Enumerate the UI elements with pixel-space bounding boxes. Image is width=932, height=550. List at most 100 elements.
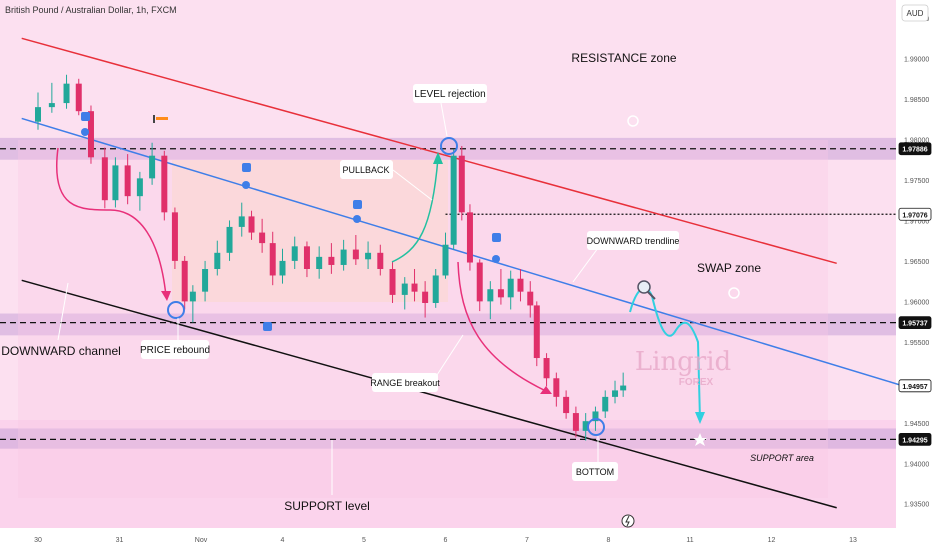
- x-tick-label: 4: [281, 537, 285, 544]
- candle: [442, 232, 449, 279]
- currency-label: AUD: [907, 9, 924, 18]
- candle-body: [517, 278, 524, 292]
- candle-body: [101, 157, 108, 201]
- candle: [517, 269, 524, 302]
- trendline-touch-2: [242, 181, 250, 189]
- candle: [340, 239, 347, 271]
- y-tick-label: 1.97000: [904, 218, 929, 225]
- candle: [161, 150, 168, 221]
- candle: [389, 260, 396, 303]
- arrow-to-bottom: [457, 261, 549, 393]
- downward-trendline-label: DOWNWARD trendline: [587, 236, 680, 246]
- resistance-zone-label: RESISTANCE zone: [571, 51, 676, 65]
- candle: [48, 82, 55, 113]
- candle-body: [48, 103, 55, 108]
- candle-body: [303, 246, 310, 269]
- candle: [136, 171, 143, 211]
- bottom-label-bg: [572, 462, 618, 481]
- candle-body: [602, 396, 609, 412]
- candle: [527, 281, 534, 318]
- x-tick-label: 11: [686, 537, 693, 544]
- candle-body: [63, 83, 70, 104]
- candle: [602, 390, 609, 418]
- time-axis[interactable]: [0, 528, 896, 550]
- candle-body: [620, 385, 627, 391]
- candle: [572, 406, 579, 438]
- candle-body: [365, 252, 372, 260]
- star-icon: [693, 433, 707, 446]
- pullback-label: PULLBACK: [342, 165, 389, 175]
- candle: [101, 147, 108, 209]
- pullback-label-bg: [340, 160, 393, 179]
- range-breakout-label: RANGE breakout: [370, 378, 440, 388]
- candle: [352, 235, 359, 265]
- candle: [269, 231, 276, 286]
- candle-body: [136, 178, 143, 197]
- candle-body: [487, 289, 494, 302]
- horizontal-zone: [0, 137, 896, 160]
- candle: [63, 74, 70, 109]
- candle: [476, 259, 483, 312]
- chart-title: British Pound / Australian Dollar, 1h, F…: [5, 5, 177, 15]
- x-tick-label: Nov: [195, 537, 208, 544]
- y-tick-label: 1.96000: [904, 299, 929, 306]
- lightning-icon[interactable]: [621, 514, 635, 528]
- candle-body: [442, 244, 449, 276]
- candle-body: [432, 275, 439, 303]
- projection-arrowhead: [695, 412, 705, 424]
- candle: [450, 149, 457, 250]
- candle-body: [226, 226, 233, 253]
- candle-body: [259, 232, 266, 244]
- down-marker-icon: [492, 233, 501, 242]
- candle: [377, 244, 384, 276]
- candle-body: [572, 413, 579, 431]
- y-tick-label: 1.96500: [904, 259, 929, 266]
- candle-body: [248, 216, 255, 233]
- candle: [171, 207, 178, 269]
- candle: [487, 281, 494, 320]
- bottom-circle: [587, 418, 605, 436]
- candle: [259, 218, 266, 253]
- candle-body: [497, 289, 504, 298]
- candle-body: [553, 378, 560, 397]
- candle: [226, 220, 233, 261]
- support-level-label: SUPPORT level: [284, 499, 370, 513]
- up-marker-icon: [263, 322, 272, 331]
- candle-body: [612, 390, 619, 397]
- y-tick-label: 1.97500: [904, 178, 929, 185]
- pointer-range: [436, 334, 464, 376]
- pullback-arrow-head: [433, 152, 443, 164]
- candle-body: [466, 212, 473, 263]
- candle: [87, 105, 94, 164]
- candle: [563, 390, 570, 419]
- candle-body: [527, 291, 534, 306]
- price-rebound-label: PRICE rebound: [140, 345, 210, 356]
- candle: [365, 241, 372, 269]
- pointer-channel: [57, 282, 69, 341]
- price-tag: 1.97076: [902, 212, 927, 219]
- candle: [432, 269, 439, 308]
- trendline-touch-1: [81, 128, 89, 136]
- candle: [533, 301, 540, 367]
- range-breakout-label-bg: [372, 373, 438, 392]
- candle: [507, 270, 514, 310]
- candle: [458, 145, 465, 221]
- currency-badge[interactable]: [901, 4, 929, 22]
- candle: [543, 353, 550, 387]
- candle-body: [592, 411, 599, 422]
- candle: [279, 248, 286, 284]
- candle-body: [149, 155, 156, 179]
- candle-body: [87, 111, 94, 158]
- watermark-sub: FOREX: [679, 377, 714, 388]
- x-tick-label: 13: [849, 537, 857, 544]
- price-tag-bg: [898, 379, 932, 393]
- down-marker-icon: [353, 200, 362, 209]
- x-tick-label: 31: [116, 537, 124, 544]
- candle: [75, 78, 82, 116]
- price-tag-bg: [898, 207, 932, 221]
- candle-body: [533, 305, 540, 359]
- price-axis[interactable]: [896, 0, 932, 550]
- candle: [291, 236, 298, 269]
- pullback-arrow: [391, 157, 439, 263]
